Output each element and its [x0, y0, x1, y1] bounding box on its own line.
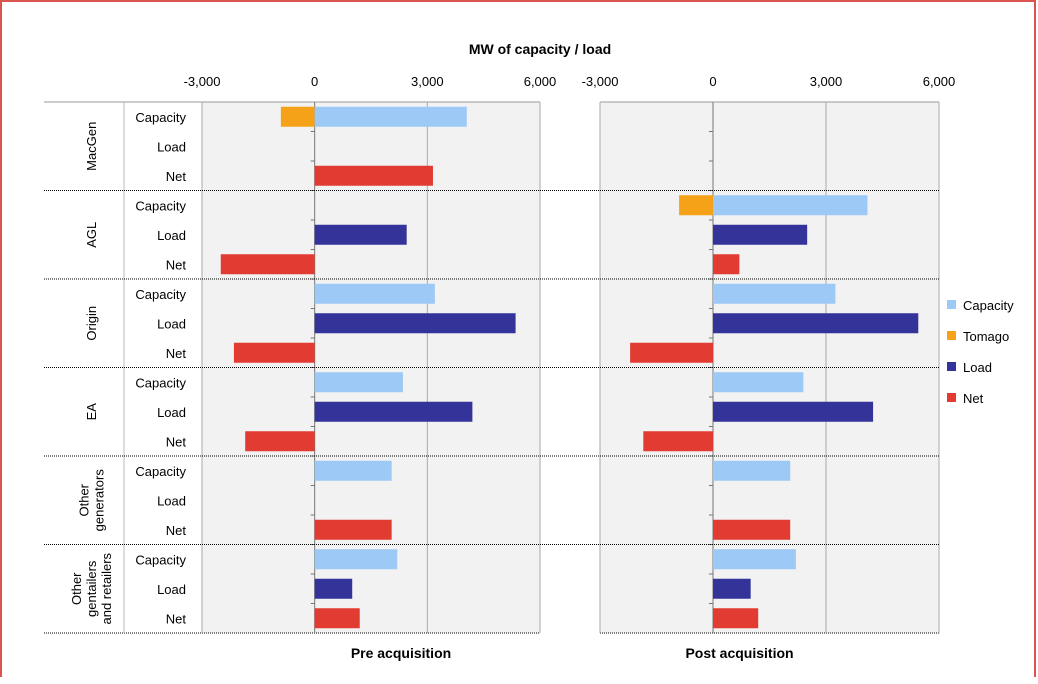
group-label-line: AGL: [84, 222, 99, 248]
bar-pre-acquisition-ea-net: [245, 431, 315, 452]
bar-pre-acquisition-macgen-net: [314, 165, 433, 186]
x-tick-label: 3,000: [810, 74, 843, 89]
row-label-net: Net: [166, 169, 187, 184]
group-label-line: gentailers: [84, 560, 99, 617]
legend-swatch-load: [947, 362, 956, 371]
bar-post-acquisition-ea-net: [643, 431, 713, 452]
legend-label-tomago: Tomago: [963, 329, 1009, 344]
row-label-load: Load: [157, 228, 186, 243]
x-tick-label: 6,000: [923, 74, 956, 89]
group-label-line: MacGen: [84, 122, 99, 171]
row-label-load: Load: [157, 493, 186, 508]
x-tick-label: -3,000: [184, 74, 221, 89]
group-label-line: and retailers: [99, 552, 114, 624]
chart-title: MW of capacity / load: [469, 41, 611, 57]
x-tick-label: 0: [709, 74, 716, 89]
row-label-net: Net: [166, 434, 187, 449]
row-label-net: Net: [166, 346, 187, 361]
group-label-agl: AGL: [84, 222, 99, 248]
bar-pre-acquisition-origin-net: [233, 342, 315, 363]
bar-pre-acquisition-origin-load: [314, 313, 516, 334]
row-label-load: Load: [157, 405, 186, 420]
bar-post-acquisition-agl-net: [713, 254, 740, 275]
bar-post-acquisition-origin-load: [713, 313, 919, 334]
row-label-capacity: Capacity: [135, 552, 186, 567]
legend-label-capacity: Capacity: [963, 298, 1014, 313]
bar-pre-acquisition-agl-net: [220, 254, 315, 275]
x-tick-label: 3,000: [411, 74, 444, 89]
row-label-load: Load: [157, 582, 186, 597]
legend-label-net: Net: [963, 391, 984, 406]
bar-post-acquisition-other-gentailers-and-retailers-capacity: [713, 549, 796, 570]
bar-post-acquisition-agl-load: [713, 224, 808, 245]
group-label-other-generators: Othergenerators: [77, 469, 107, 532]
group-label-line: Other: [69, 572, 84, 605]
bar-post-acquisition-other-gentailers-and-retailers-net: [713, 608, 759, 629]
row-label-capacity: Capacity: [135, 110, 186, 125]
group-label-line: Origin: [84, 306, 99, 341]
bar-post-acquisition-ea-load: [713, 401, 874, 422]
group-label-ea: EA: [84, 403, 99, 421]
row-label-capacity: Capacity: [135, 464, 186, 479]
group-label-line: generators: [92, 469, 107, 532]
bar-post-acquisition-agl-tomago: [679, 195, 713, 216]
bar-pre-acquisition-origin-capacity: [314, 283, 435, 304]
row-label-net: Net: [166, 257, 187, 272]
bar-post-acquisition-other-generators-capacity: [713, 460, 791, 481]
bar-post-acquisition-ea-capacity: [713, 372, 804, 393]
bar-pre-acquisition-ea-load: [314, 401, 473, 422]
bar-pre-acquisition-other-generators-net: [314, 519, 392, 540]
panel-label: Pre acquisition: [351, 645, 451, 661]
legend-swatch-capacity: [947, 300, 956, 309]
group-label-macgen: MacGen: [84, 122, 99, 171]
bar-pre-acquisition-other-generators-capacity: [314, 460, 392, 481]
bar-pre-acquisition-other-gentailers-and-retailers-load: [314, 578, 353, 599]
group-label-other-gentailers-and-retailers: Othergentailersand retailers: [69, 552, 114, 624]
legend-label-load: Load: [963, 360, 992, 375]
bar-pre-acquisition-ea-capacity: [314, 372, 403, 393]
bar-post-acquisition-other-generators-net: [713, 519, 791, 540]
bar-post-acquisition-origin-net: [630, 342, 713, 363]
row-label-load: Load: [157, 139, 186, 154]
row-label-capacity: Capacity: [135, 287, 186, 302]
group-label-origin: Origin: [84, 306, 99, 341]
row-label-capacity: Capacity: [135, 198, 186, 213]
row-label-load: Load: [157, 316, 186, 331]
bar-post-acquisition-other-gentailers-and-retailers-load: [713, 578, 751, 599]
bar-post-acquisition-agl-capacity: [713, 195, 868, 216]
bar-post-acquisition-origin-capacity: [713, 283, 836, 304]
legend-swatch-tomago: [947, 331, 956, 340]
row-label-capacity: Capacity: [135, 375, 186, 390]
bar-pre-acquisition-macgen-tomago: [280, 106, 315, 127]
group-label-line: Other: [77, 483, 92, 516]
bar-pre-acquisition-macgen-capacity: [314, 106, 467, 127]
group-label-line: EA: [84, 403, 99, 421]
panel-label: Post acquisition: [685, 645, 793, 661]
bar-pre-acquisition-other-gentailers-and-retailers-capacity: [314, 549, 398, 570]
legend-swatch-net: [947, 393, 956, 402]
bar-pre-acquisition-other-gentailers-and-retailers-net: [314, 608, 360, 629]
row-label-net: Net: [166, 611, 187, 626]
row-label-net: Net: [166, 523, 187, 538]
x-tick-label: -3,000: [582, 74, 619, 89]
x-tick-label: 0: [311, 74, 318, 89]
x-tick-label: 6,000: [524, 74, 557, 89]
bar-pre-acquisition-agl-load: [314, 224, 407, 245]
